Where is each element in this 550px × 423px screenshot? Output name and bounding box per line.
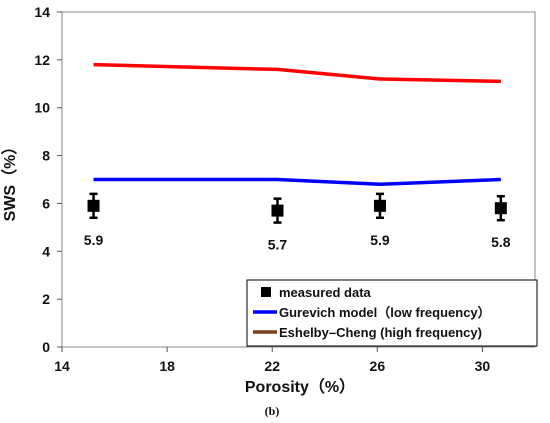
figure-caption: (b): [265, 404, 280, 418]
y-tick-label: 0: [42, 339, 50, 355]
y-tick-label: 12: [34, 52, 50, 68]
y-axis-title: SWS（%）: [1, 139, 19, 222]
data-point-marker: [373, 199, 386, 212]
x-tick-label: 14: [54, 358, 70, 374]
legend-label: Eshelby–Cheng (high frequency): [279, 325, 482, 340]
y-tick-label: 10: [34, 100, 50, 116]
legend-label: Gurevich model（low frequency）: [279, 305, 491, 320]
data-label: 5.9: [84, 232, 104, 248]
data-point-marker: [494, 202, 507, 215]
plot-area-border: [61, 11, 536, 348]
y-tick-label: 4: [42, 243, 50, 259]
y-tick-label: 14: [34, 4, 50, 20]
data-label: 5.7: [268, 237, 288, 253]
x-axis-title: Porosity（%）: [245, 378, 355, 396]
series-line-2: [93, 62, 501, 84]
legend-box: [246, 279, 538, 347]
x-tick-label: 30: [475, 358, 491, 374]
data-point-marker: [87, 199, 100, 212]
data-point-marker: [271, 204, 284, 217]
series-line-1: [93, 177, 501, 187]
x-tick-label: 18: [159, 358, 175, 374]
legend-swatch-0: [261, 287, 271, 297]
y-tick-label: 2: [42, 291, 50, 307]
data-label: 5.9: [370, 232, 390, 248]
legend-label: measured data: [279, 285, 372, 300]
data-label: 5.8: [491, 234, 511, 250]
x-tick-label: 22: [264, 358, 280, 374]
y-tick-label: 8: [42, 148, 50, 164]
y-tick-label: 6: [42, 195, 50, 211]
x-tick-label: 26: [370, 358, 386, 374]
